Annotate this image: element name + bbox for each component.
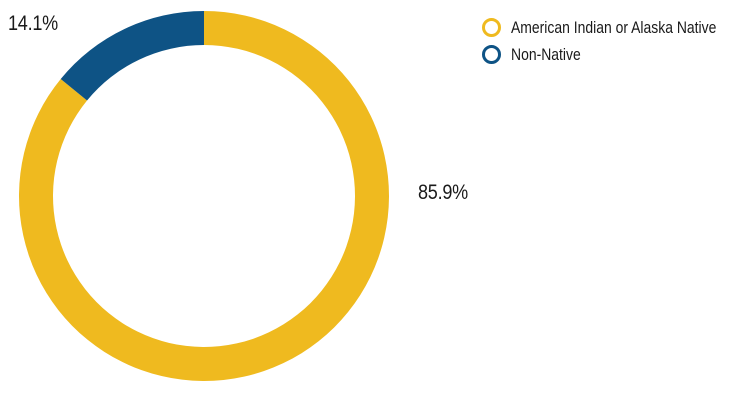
donut-slices <box>19 11 389 381</box>
legend-item-non-native[interactable]: Non-Native <box>482 43 754 66</box>
data-label-non-native: 14.1% <box>8 12 58 35</box>
legend-label-non-native: Non-Native <box>511 44 581 64</box>
legend: American Indian or Alaska Native Non-Nat… <box>482 16 754 70</box>
legend-item-american-indian[interactable]: American Indian or Alaska Native <box>482 16 754 39</box>
legend-swatch-american-indian <box>482 18 501 37</box>
slice-non-native[interactable] <box>60 11 204 101</box>
legend-swatch-non-native <box>482 45 501 64</box>
data-label-american-indian: 85.9% <box>418 181 468 204</box>
legend-label-american-indian: American Indian or Alaska Native <box>511 17 717 37</box>
